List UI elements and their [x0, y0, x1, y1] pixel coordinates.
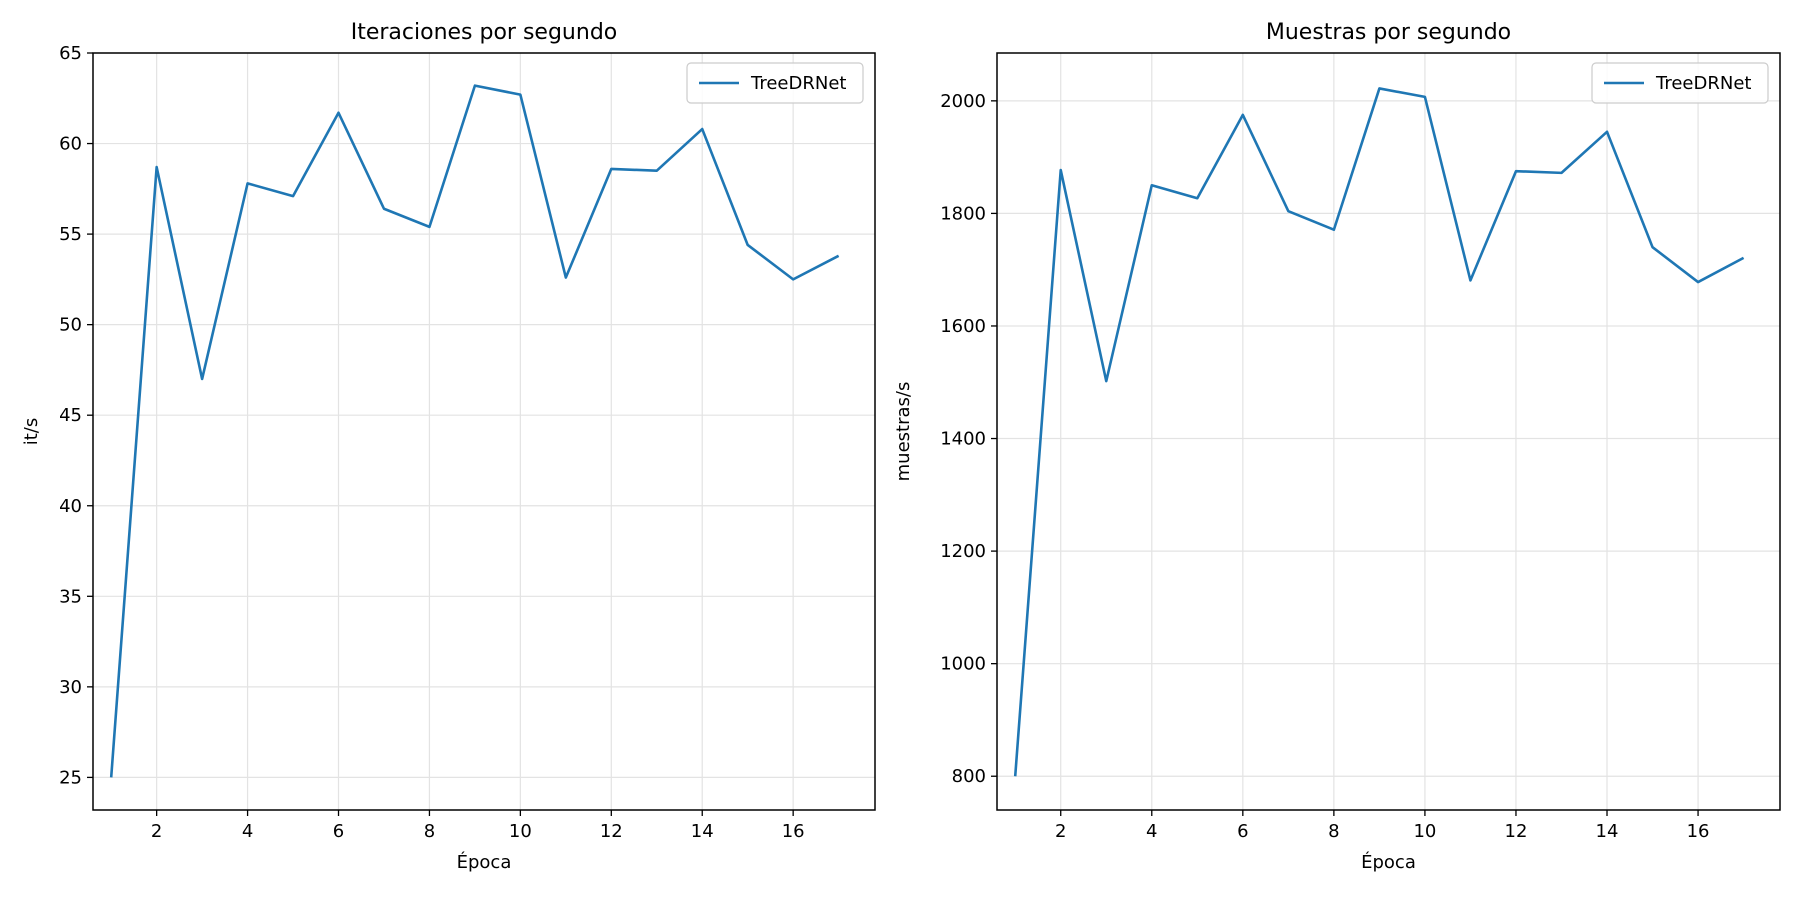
- chart-panel-muestras: 2 4 6 8 10 12 14 16 800 1000 1200 1400 1600 1800 2000 T…: [893, 20, 1781, 873]
- x-tick-label: 10: [1413, 821, 1436, 842]
- y-tick-label: 1600: [940, 316, 986, 337]
- legend-box: [1591, 62, 1769, 104]
- series-line-treedrnet: [109, 84, 840, 778]
- y-tick-label: 1200: [940, 541, 986, 562]
- y-tick-label: 800: [952, 766, 986, 787]
- y-tick-label: 55: [59, 224, 82, 245]
- y-tick-label: 45: [59, 405, 82, 426]
- y-tick-label: 65: [59, 43, 82, 64]
- y-tick-label: 1400: [940, 429, 986, 450]
- x-tick-label: 16: [782, 821, 805, 842]
- y-tick-label: 40: [59, 496, 82, 517]
- x-tick-label: 6: [1237, 821, 1248, 842]
- x-tick-label: 4: [1146, 821, 1157, 842]
- chart-title: Muestras por segundo: [1266, 20, 1511, 45]
- x-tick-label: 16: [1687, 821, 1710, 842]
- legend-label: TreeDRNet: [750, 73, 846, 94]
- x-tick-label: 4: [242, 821, 253, 842]
- chart-panel-iteraciones: 2 4 6 8 10 12 14 16 25 30 35 40 45 50 55 60 65 TreeDRNet I…: [21, 20, 876, 873]
- x-tick-label: 14: [691, 821, 714, 842]
- x-tick-label: 12: [600, 821, 623, 842]
- y-axis-label: it/s: [21, 418, 42, 446]
- x-tick-label: 6: [333, 821, 344, 842]
- x-tick-label: 2: [151, 821, 162, 842]
- y-tick-label: 50: [59, 315, 82, 336]
- x-axis-label: Época: [457, 851, 512, 873]
- x-tick-label: 10: [509, 821, 532, 842]
- x-tick-label: 8: [424, 821, 435, 842]
- series-line-treedrnet: [1013, 87, 1745, 777]
- y-tick-label: 1800: [940, 203, 986, 224]
- x-tick-label: 8: [1328, 821, 1339, 842]
- x-tick-label: 12: [1505, 821, 1528, 842]
- y-tick-label: 25: [59, 767, 82, 788]
- chart-title: Iteraciones por segundo: [351, 20, 618, 45]
- y-tick-label: 30: [59, 677, 82, 698]
- y-tick-label: 60: [59, 134, 82, 155]
- x-axis-label: Época: [1361, 851, 1416, 873]
- y-tick-label: 2000: [940, 91, 986, 112]
- y-axis-label: muestras/s: [893, 382, 914, 482]
- x-tick-label: 2: [1055, 821, 1066, 842]
- y-tick-label: 1000: [940, 654, 986, 675]
- x-tick-label: 14: [1596, 821, 1619, 842]
- legend-label: TreeDRNet: [1655, 73, 1751, 94]
- legend-box: [686, 62, 864, 104]
- y-tick-label: 35: [59, 586, 82, 607]
- axes-frame: [92, 52, 876, 811]
- axes-frame: [996, 52, 1781, 811]
